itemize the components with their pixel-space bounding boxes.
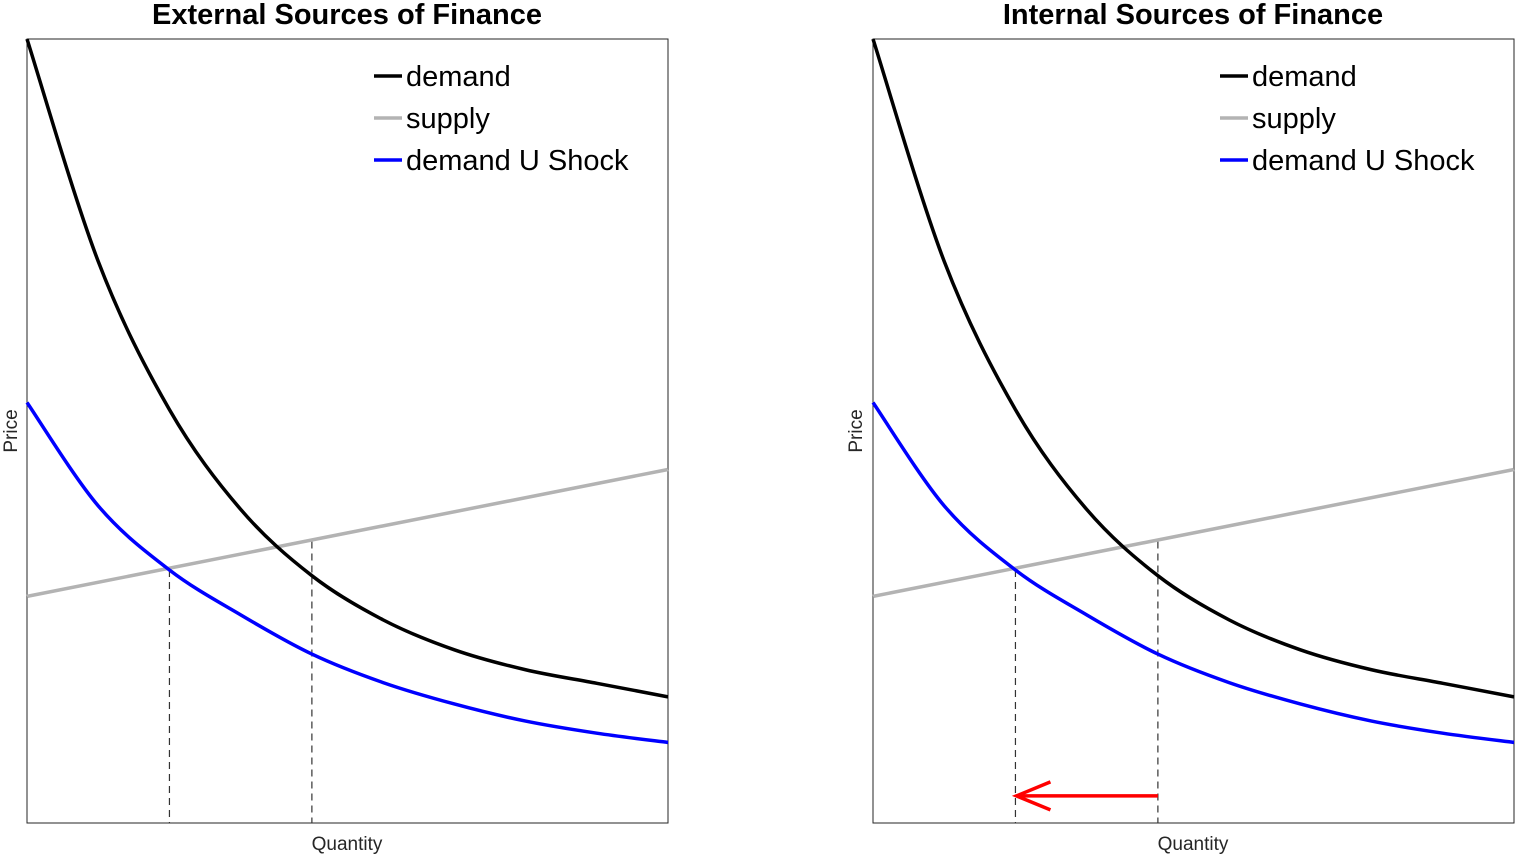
series-line-supply [872,467,1515,599]
legend-label-supply: supply [1252,103,1336,135]
chart-panel-external: External Sources of Finance Quantity Pri… [1,0,669,855]
series-line-demand [25,38,669,699]
chart-panel-internal: Internal Sources of Finance Quantity Pri… [846,0,1515,855]
chart-title: Internal Sources of Finance [1003,0,1383,31]
plot-frame [26,38,669,824]
legend-label-demand-u-shock: demand U Shock [1252,145,1475,177]
series-line-demand [871,38,1515,699]
chart-title: External Sources of Finance [152,0,542,31]
shift-arrow-head [1011,780,1052,812]
legend-label-demand: demand [406,61,511,93]
legend-label-demand: demand [1252,61,1357,93]
legend-label-demand-u-shock: demand U Shock [406,145,629,177]
x-axis-label: Quantity [312,834,383,855]
y-axis-label: Price [1,409,22,452]
legend-label-supply: supply [406,103,490,135]
x-axis-label: Quantity [1158,834,1229,855]
legend: demand supply demand U Shock [1220,61,1475,177]
plot-frame [872,38,1515,824]
series-line-supply [26,467,669,599]
series-line-demand-u-shock [25,401,669,745]
series-line-demand-u-shock [871,401,1515,745]
legend: demand supply demand U Shock [374,61,629,177]
y-axis-label: Price [846,409,867,452]
